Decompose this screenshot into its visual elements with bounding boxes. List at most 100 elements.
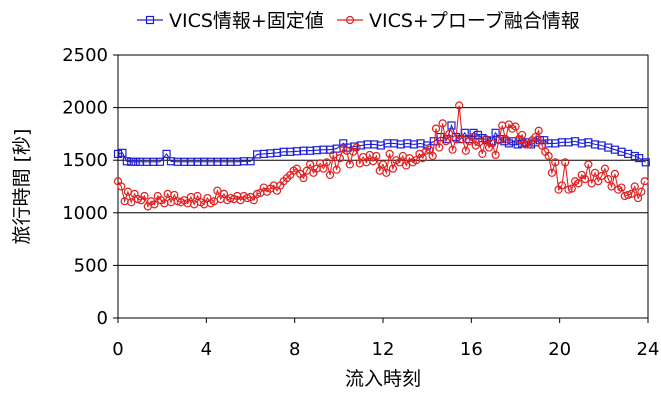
legend-label: VICS+プローブ融合情報 xyxy=(369,9,580,32)
data-point-circle xyxy=(534,126,543,135)
data-point-circle xyxy=(388,164,398,173)
data-point-circle xyxy=(325,170,335,180)
data-point-circle xyxy=(501,135,510,144)
x-tick-label: 8 xyxy=(289,339,300,360)
data-point-square xyxy=(456,135,465,144)
data-point-circle xyxy=(633,193,643,203)
data-point-circle xyxy=(193,191,202,201)
data-point-circle xyxy=(630,182,639,191)
y-axis: 0 500 1000 1500 2000 2500 xyxy=(62,45,118,329)
y-tick-label: 2500 xyxy=(62,45,108,66)
data-point-circle xyxy=(431,124,441,133)
data-point-square xyxy=(155,157,165,166)
data-point-circle xyxy=(488,139,497,148)
y-tick-label: 2000 xyxy=(62,98,108,119)
data-point-square xyxy=(145,15,155,25)
data-point-circle xyxy=(551,158,560,167)
data-point-circle xyxy=(610,169,619,178)
x-tick-label: 4 xyxy=(201,339,212,360)
data-point-circle xyxy=(170,190,179,200)
data-point-circle xyxy=(564,185,573,194)
data-point-square xyxy=(113,149,123,158)
data-point-circle xyxy=(219,189,229,198)
data-point-square xyxy=(641,158,650,167)
data-point-circle xyxy=(617,183,626,192)
data-point-circle xyxy=(518,130,527,140)
data-point-circle xyxy=(557,181,566,190)
data-point-circle xyxy=(468,132,477,142)
data-point-circle xyxy=(117,182,126,191)
data-point-square xyxy=(447,121,456,130)
data-point-circle xyxy=(511,122,520,131)
data-point-square xyxy=(635,153,644,163)
data-point-square xyxy=(246,157,255,166)
y-tick-label: 1000 xyxy=(62,203,108,224)
data-point-circle xyxy=(402,161,411,170)
data-point-circle xyxy=(531,132,540,142)
series-layer xyxy=(113,101,650,211)
data-point-circle xyxy=(418,153,427,163)
data-point-circle xyxy=(637,187,646,196)
legend-item: VICS+プローブ融合情報 xyxy=(337,9,580,32)
data-point-square xyxy=(491,128,500,137)
legend-item: VICS情報+固定値 xyxy=(137,10,324,32)
data-point-circle xyxy=(624,190,633,200)
data-point-square xyxy=(469,128,478,137)
series-2 xyxy=(113,101,649,211)
data-point-circle xyxy=(474,138,484,147)
data-point-circle xyxy=(378,160,388,169)
data-point-circle xyxy=(335,153,345,163)
data-point-circle xyxy=(627,189,636,198)
data-point-circle xyxy=(332,165,341,174)
data-point-circle xyxy=(213,186,222,195)
legend: VICS情報+固定値 VICS+プローブ融合情報 xyxy=(137,9,580,32)
data-point-circle xyxy=(306,160,315,169)
data-point-circle xyxy=(481,135,490,144)
gridlines xyxy=(118,107,648,266)
data-point-circle xyxy=(604,175,613,184)
data-point-circle xyxy=(133,195,142,204)
data-point-circle xyxy=(600,164,610,173)
data-point-circle xyxy=(428,151,437,161)
data-point-circle xyxy=(150,200,159,209)
data-point-circle xyxy=(322,158,331,167)
x-axis: 0 4 8 12 16 20 24 xyxy=(112,318,659,360)
data-point-square xyxy=(162,149,171,158)
data-point-circle xyxy=(445,129,454,138)
data-point-circle xyxy=(461,146,470,155)
y-axis-label: 旅行時間 [秒] xyxy=(11,129,33,245)
data-point-circle xyxy=(544,151,553,161)
data-point-circle xyxy=(395,158,404,167)
x-tick-label: 12 xyxy=(372,339,395,360)
data-point-circle xyxy=(491,150,500,160)
data-point-circle xyxy=(448,145,457,154)
data-point-circle xyxy=(580,175,590,184)
data-point-square xyxy=(339,139,348,148)
data-point-circle xyxy=(127,198,136,207)
x-axis-label: 流入時刻 xyxy=(345,368,421,390)
y-tick-label: 0 xyxy=(97,308,108,329)
data-point-circle xyxy=(299,173,308,183)
data-point-circle xyxy=(140,191,149,201)
data-point-circle xyxy=(584,160,593,169)
x-tick-label: 24 xyxy=(637,339,660,360)
data-point-circle xyxy=(385,149,394,158)
data-point-circle xyxy=(607,182,616,191)
legend-label: VICS情報+固定値 xyxy=(169,10,324,32)
data-point-circle xyxy=(478,149,487,158)
x-tick-label: 0 xyxy=(112,339,123,360)
data-point-circle xyxy=(352,143,361,152)
data-point-circle xyxy=(249,196,258,205)
data-point-circle xyxy=(345,160,354,169)
data-point-square xyxy=(118,148,127,157)
data-point-circle xyxy=(421,146,431,155)
series-1 xyxy=(113,121,650,167)
data-point-square xyxy=(122,157,131,166)
data-point-circle xyxy=(640,177,649,186)
x-tick-label: 16 xyxy=(460,339,483,360)
data-point-square xyxy=(630,151,639,161)
data-point-circle xyxy=(329,150,338,160)
y-tick-label: 500 xyxy=(74,255,108,276)
x-tick-label: 20 xyxy=(548,339,571,360)
data-point-circle xyxy=(435,143,444,152)
